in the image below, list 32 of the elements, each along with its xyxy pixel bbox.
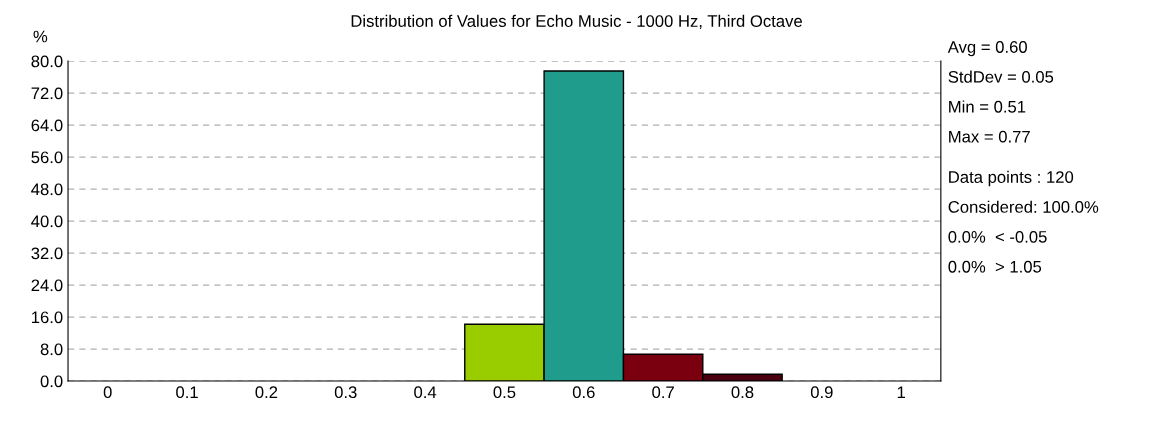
x-tick-label: 0: [103, 386, 112, 399]
y-tick-label: 72.0: [31, 87, 63, 100]
y-tick-label: 48.0: [31, 183, 63, 196]
y-tick-label: 40.0: [31, 215, 63, 228]
x-tick-label: 0.4: [414, 386, 437, 399]
x-tick-label: 0.7: [652, 386, 674, 399]
text: 0.0% < -0.05: [948, 230, 1047, 243]
text: Data points : 120: [949, 170, 1074, 187]
x-tick-label: 0.9: [810, 386, 833, 399]
y-tick-label: 8.0: [40, 343, 63, 356]
y-axis-title: %: [33, 30, 48, 43]
x-tick-label: 0.5: [493, 386, 516, 399]
text: Considered: 100.0%: [948, 200, 1099, 213]
text: Max = 0.77: [949, 130, 1030, 143]
x-tick-label: 0.6: [572, 386, 595, 399]
x-tick-label: 1: [897, 386, 905, 398]
x-tick-label: 0.2: [255, 386, 278, 399]
y-tick-label: 0.0: [40, 375, 63, 388]
x-tick-label: 0.1: [176, 386, 198, 399]
text: 0.0% > 1.05: [948, 260, 1042, 273]
chart-title: Distribution of Values for Echo Music - 1000 Hz, Third Octave: [351, 14, 802, 29]
x-tick-label: 0.3: [334, 386, 357, 399]
x-tick-label: 0.8: [731, 386, 754, 399]
y-tick-label: 32.0: [31, 247, 63, 260]
text: Avg = 0.60: [947, 41, 1027, 57]
y-tick-label: 16.0: [32, 311, 63, 324]
text: Min = 0.51: [949, 100, 1026, 113]
y-tick-label: 64.0: [31, 119, 63, 132]
y-tick-label: 56.0: [31, 151, 63, 164]
y-tick-label: 24.0: [31, 279, 63, 292]
y-tick-label: 80.0: [31, 55, 63, 68]
text: StdDev = 0.05: [948, 70, 1054, 83]
